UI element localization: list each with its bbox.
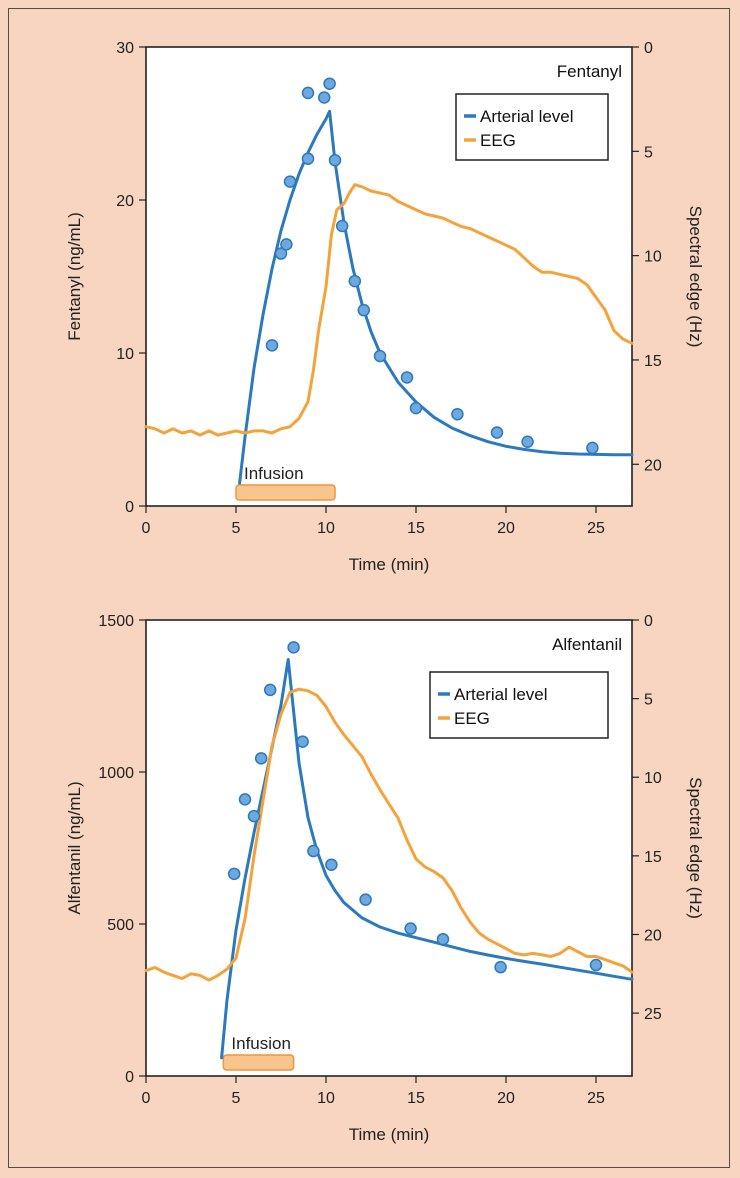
data-point: [451, 407, 464, 421]
x-tick-label: 20: [497, 1090, 515, 1107]
x-tick-label: 15: [407, 1090, 425, 1107]
y2-tick-label: 20: [644, 927, 662, 944]
data-point: [400, 371, 414, 384]
data-point: [238, 793, 252, 806]
x-axis-label: Time (min): [349, 1125, 430, 1144]
legend-box: [429, 671, 609, 739]
y2-tick-label: 10: [644, 249, 662, 266]
x-tick-label: 0: [142, 520, 151, 537]
chart-title: Alfentanil: [552, 635, 622, 654]
legend-entry: EEG: [454, 709, 490, 728]
y2-tick-label: 10: [644, 770, 662, 787]
y2-tick-label: 25: [644, 1006, 662, 1023]
infusion-bar: [222, 1054, 295, 1071]
y-tick-label: 0: [125, 499, 134, 516]
data-point: [301, 152, 315, 165]
data-point: [296, 735, 309, 748]
x-tick-label: 25: [587, 520, 605, 537]
y2-tick-label: 20: [644, 457, 662, 474]
legend-entry: Arterial level: [454, 685, 548, 704]
data-point: [328, 153, 342, 167]
data-point: [323, 77, 336, 90]
y2-axis-label: Spectral edge (Hz): [686, 206, 705, 348]
data-point: [254, 752, 268, 765]
data-point: [436, 932, 450, 946]
data-point: [586, 441, 599, 455]
y-tick-label: 500: [107, 917, 134, 934]
y2-tick-label: 0: [644, 613, 653, 630]
data-point: [521, 435, 534, 448]
y-tick-label: 10: [116, 346, 134, 363]
y2-tick-label: 15: [644, 353, 662, 370]
data-point: [325, 858, 338, 871]
infusion-bar: [235, 484, 336, 501]
y-tick-label: 1000: [98, 765, 134, 782]
y2-tick-label: 15: [644, 849, 662, 866]
y-tick-label: 20: [116, 193, 134, 210]
x-axis-label: Time (min): [349, 555, 430, 574]
y-axis-label: Alfentanil (ng/mL): [65, 781, 84, 914]
figure-frame: [8, 8, 730, 1168]
series-line-eeg: [144, 183, 634, 437]
y2-axis-label: Spectral edge (Hz): [686, 777, 705, 919]
infusion-label: Infusion: [244, 464, 304, 483]
x-tick-label: 15: [407, 520, 425, 537]
data-point: [373, 349, 387, 363]
y-tick-label: 30: [116, 40, 134, 57]
chart-title: Fentanyl: [557, 62, 622, 81]
data-point: [265, 339, 279, 352]
data-point: [283, 175, 297, 188]
y-tick-label: 0: [125, 1069, 134, 1086]
data-point: [348, 274, 362, 288]
data-point: [317, 91, 331, 104]
x-tick-label: 10: [317, 1090, 335, 1107]
data-point: [359, 893, 372, 906]
data-point: [494, 960, 507, 974]
data-point: [490, 426, 504, 439]
data-point: [301, 86, 315, 100]
legend-box: [455, 93, 609, 161]
data-point: [227, 867, 241, 881]
data-point: [274, 247, 288, 260]
legend-entry: Arterial level: [480, 107, 574, 126]
legend-entry: EEG: [480, 131, 516, 150]
series-line-arterial-level: [238, 109, 634, 485]
data-point: [263, 683, 277, 697]
x-tick-label: 5: [232, 520, 241, 537]
data-point: [335, 219, 349, 233]
x-tick-label: 5: [232, 1090, 241, 1107]
data-point: [287, 641, 300, 654]
chart-panel-alfentanil: 0 5 10 15 20 25 0 500 1000 1500 0 5 10 15 20 25 Time (mi…: [65, 613, 705, 1144]
x-tick-label: 25: [587, 1090, 605, 1107]
data-point: [247, 809, 261, 823]
data-point: [404, 922, 417, 935]
infusion-label: Infusion: [231, 1034, 291, 1053]
x-tick-label: 0: [142, 1090, 151, 1107]
y-axis-label: Fentanyl (ng/mL): [65, 212, 84, 341]
x-tick-label: 10: [317, 520, 335, 537]
data-point: [307, 844, 320, 858]
data-point: [589, 958, 603, 972]
series-line-eeg: [144, 687, 634, 982]
data-point: [357, 303, 371, 317]
x-tick-label: 20: [497, 520, 515, 537]
y2-tick-label: 0: [644, 40, 653, 57]
y-tick-label: 1500: [98, 613, 134, 630]
y2-tick-label: 5: [644, 144, 653, 161]
y2-tick-label: 5: [644, 692, 653, 709]
chart-panel-fentanyl: 0 5 10 15 20 25 0 10 20 30 0 5 10 15 20 Time (min) Fenta…: [65, 40, 705, 574]
data-point: [409, 401, 423, 415]
data-point: [280, 238, 293, 251]
